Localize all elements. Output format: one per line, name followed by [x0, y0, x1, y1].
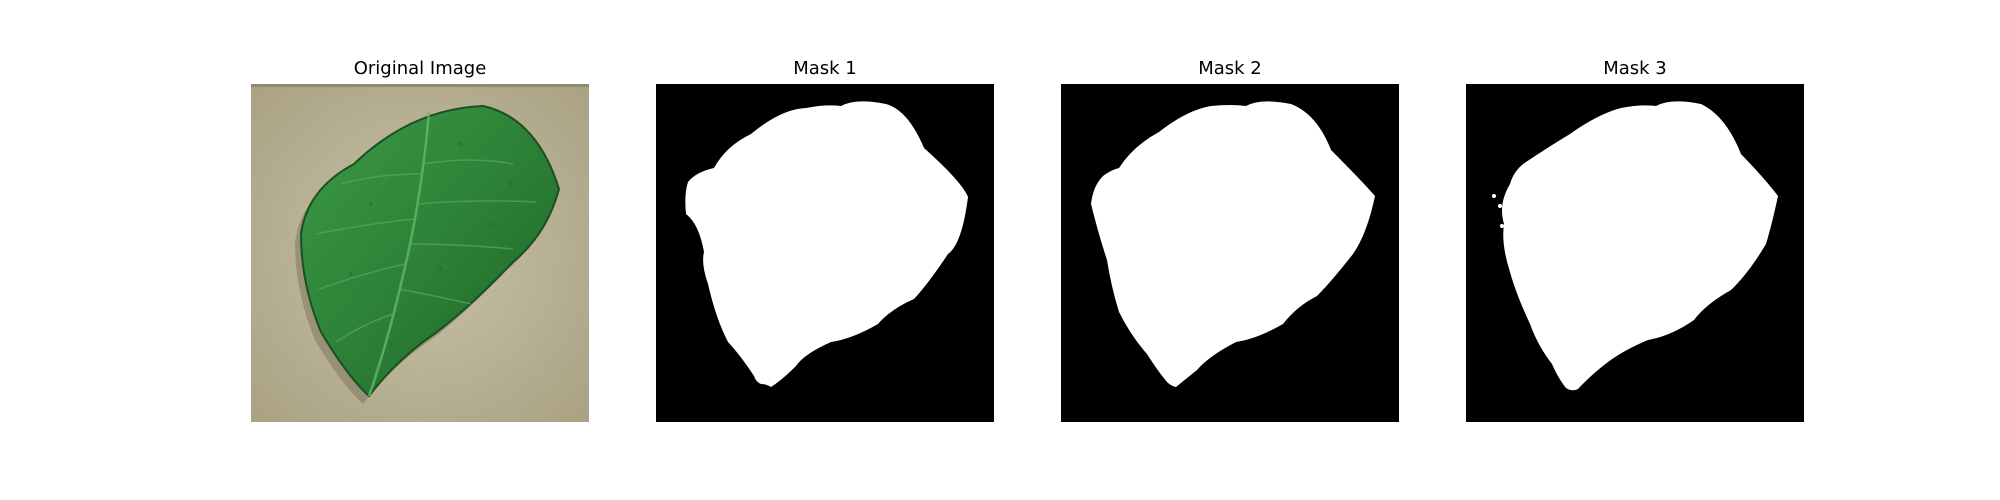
panel-title: Mask 2 [1198, 58, 1262, 79]
panel-title: Mask 1 [793, 58, 857, 79]
panel-title: Original Image [353, 58, 487, 79]
mask-3-panel: Mask 3 [1466, 0, 1804, 500]
original-image [251, 84, 589, 422]
mask-image [1466, 84, 1804, 422]
original-image-panel: Original Image [251, 0, 589, 500]
mask-2-panel: Mask 2 [1061, 0, 1399, 500]
mask-1-panel: Mask 1 [656, 0, 994, 500]
panel-title: Mask 3 [1603, 58, 1667, 79]
mask-image [656, 84, 994, 422]
mask-image [1061, 84, 1399, 422]
